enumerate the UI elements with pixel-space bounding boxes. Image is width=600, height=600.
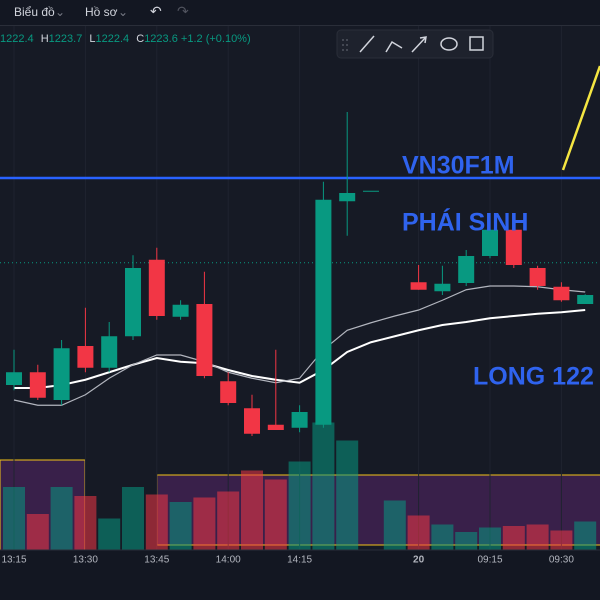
chevron: ⌄	[55, 5, 66, 19]
x-tick-label: 13:15	[1, 555, 26, 566]
x-tick-label: 09:30	[549, 555, 574, 566]
volume-bar	[217, 491, 240, 550]
candle-body	[6, 372, 22, 385]
candle-body	[125, 268, 141, 337]
candle-body	[315, 199, 332, 425]
candle-body	[434, 283, 451, 292]
x-tick-label: 14:00	[216, 555, 241, 566]
high-label: H	[40, 33, 49, 45]
candle-body	[77, 346, 94, 368]
x-tick-label: 14:15	[287, 555, 312, 566]
volume-bar	[455, 532, 478, 550]
volume-bar	[241, 470, 263, 550]
chart-menu[interactable]: Biểu đồ	[14, 5, 55, 19]
candle-body	[458, 256, 475, 283]
volume-bar	[407, 515, 430, 550]
candle-body	[267, 424, 284, 430]
change: +1.2	[180, 33, 203, 45]
candle-body	[220, 381, 237, 403]
volume-bar	[145, 494, 168, 550]
candle-body	[482, 229, 498, 256]
volume-bar	[26, 514, 49, 550]
trend-line	[561, 65, 600, 171]
x-tick-label: 13:30	[73, 555, 98, 566]
volume-bar	[122, 487, 144, 550]
volume-bar	[288, 461, 311, 550]
candle-body	[529, 268, 546, 286]
undo-button[interactable]: ↶	[150, 3, 162, 19]
volume-bar	[98, 518, 121, 550]
open-value: 1222.4	[0, 33, 34, 45]
close-value: 1223.6	[144, 33, 178, 45]
volume-bar	[50, 487, 73, 550]
profile-menu[interactable]: Hồ sơ	[85, 5, 118, 19]
candle-body	[101, 336, 118, 368]
annotation: LONG 122	[473, 363, 594, 391]
candle-body	[291, 412, 308, 428]
candle-body	[505, 229, 522, 265]
low-label: L	[89, 33, 96, 45]
change-pct: (+0.10%)	[205, 33, 251, 45]
redo-button[interactable]: ↷	[177, 3, 189, 19]
rect-tool[interactable]	[469, 36, 484, 51]
candle-body	[29, 372, 46, 398]
volume-bar	[479, 527, 501, 550]
candle-body	[339, 193, 356, 202]
candle-body	[410, 282, 427, 290]
volume-bar	[431, 524, 454, 550]
candle-body	[244, 408, 260, 434]
volume-bar	[502, 526, 525, 550]
candle-body	[553, 286, 570, 301]
volume-bar	[550, 530, 573, 550]
volume-bar	[336, 440, 359, 550]
ellipse-tool[interactable]	[440, 37, 458, 51]
volume-bar	[3, 487, 25, 550]
candle-layer	[6, 112, 594, 436]
drawing-toolbar	[336, 29, 494, 59]
trend-tool[interactable]	[359, 35, 375, 53]
candle-body	[363, 190, 379, 192]
x-tick-label: 09:15	[477, 555, 502, 566]
ohlc-legend: 1222.4 H1223.7 L1222.4 C1223.6 +1.2 (+0.…	[0, 33, 251, 45]
volume-bar	[312, 422, 335, 550]
annotation: VN30F1M	[402, 152, 515, 180]
high-value: 1223.7	[48, 33, 83, 45]
arrow-tool[interactable]	[411, 36, 427, 53]
volume-layer	[3, 422, 597, 550]
x-axis-bg	[0, 550, 600, 600]
volume-bar	[574, 521, 597, 550]
moving-average	[13, 285, 586, 406]
x-tick-label: 13:45	[144, 555, 169, 566]
annotation: PHÁI SINH	[402, 208, 528, 237]
volume-bar	[169, 502, 192, 550]
low-value: 1222.4	[95, 33, 130, 45]
path-tool[interactable]	[385, 40, 403, 53]
volume-bar	[264, 479, 287, 550]
volume-bar	[526, 524, 549, 550]
candle-body	[577, 295, 594, 304]
toolbar-bg	[336, 29, 494, 59]
volume-bar	[74, 496, 97, 550]
chevron: ⌄	[118, 5, 129, 19]
x-tick-label: 20	[413, 555, 425, 566]
volume-bar	[383, 500, 406, 550]
candle-body	[172, 304, 189, 317]
volume-bar	[193, 497, 216, 550]
top-toolbar: Biểu đồ ⌄ Hồ sơ ⌄ ↶ ↷	[0, 0, 600, 26]
candle-body	[196, 304, 213, 376]
candle-body	[148, 259, 165, 316]
candle-body	[53, 348, 70, 400]
close-label: C	[136, 33, 145, 45]
